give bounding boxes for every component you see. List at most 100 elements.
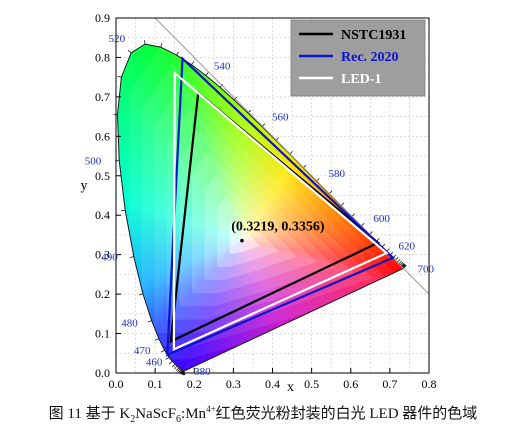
- y-tick-label: 0.5: [95, 169, 110, 183]
- fill-cell: [117, 298, 130, 312]
- locus-tick: [129, 256, 134, 258]
- locus-tick: [117, 75, 122, 78]
- locus-tick: [143, 40, 146, 45]
- fill-cell: [356, 303, 382, 315]
- fill-cell: [117, 281, 130, 295]
- fill-cell: [117, 275, 130, 288]
- fill-cell: [279, 330, 293, 345]
- caption-suffix: 红色荧光粉封装的白光 LED 器件的色域: [215, 406, 478, 422]
- wavelength-label: 520: [109, 33, 126, 45]
- fill-cell: [321, 315, 342, 329]
- locus-tick: [369, 231, 373, 235]
- fill-cell: [117, 110, 130, 133]
- fill-cell: [162, 359, 177, 372]
- locus-tick: [178, 369, 182, 373]
- fill-cell: [128, 287, 142, 300]
- fill-cell: [140, 237, 155, 245]
- caption-mid-2: :Mn: [181, 406, 207, 422]
- fill-cell: [143, 44, 157, 57]
- fill-cell: [128, 327, 142, 346]
- x-tick-label: 0.8: [422, 377, 437, 391]
- fill-cell: [117, 230, 130, 239]
- x-tick-label: 0.0: [109, 377, 124, 391]
- fill-cell: [140, 232, 155, 240]
- locus-tick: [205, 72, 209, 76]
- x-tick-label: 0.3: [226, 377, 241, 391]
- locus-tick: [155, 338, 160, 341]
- y-tick-label: 0.4: [95, 208, 110, 222]
- fill-cell: [117, 135, 130, 156]
- fill-cell: [151, 44, 165, 45]
- fill-cell: [304, 310, 324, 323]
- locus-tick: [395, 257, 399, 261]
- y-tick-label: 0.6: [95, 129, 110, 143]
- fill-cell: [391, 291, 404, 302]
- legend-label-2: Rec. 2020: [341, 50, 399, 65]
- fill-cell: [281, 318, 297, 332]
- wavelength-label: 470: [134, 345, 151, 357]
- fill-cell: [265, 334, 277, 349]
- wavelength-label: 460: [146, 356, 163, 368]
- fill-cell: [117, 256, 130, 267]
- locus-tick: [401, 263, 405, 267]
- fill-cell: [382, 294, 404, 305]
- caption-sub-2: 6: [176, 414, 182, 425]
- fill-cell: [312, 318, 332, 332]
- fill-cell: [366, 288, 394, 299]
- y-tick-label: 0.2: [95, 287, 110, 301]
- x-tick-label: 0.1: [148, 377, 163, 391]
- fill-cell: [117, 353, 130, 372]
- fill-cell: [351, 293, 377, 305]
- locus-tick: [138, 293, 143, 296]
- fill-cell: [330, 312, 352, 325]
- fill-cell: [374, 297, 401, 309]
- locus-tick: [400, 262, 405, 267]
- x-tick-label: 0.4: [265, 377, 280, 391]
- cie-chromaticity-chart: 0.0 0.1 0.2 0.3 0.4 0.5 0.6 0.7 0.8 0.0 0.1 0.2 0.3 0…: [81, 11, 437, 395]
- white-point-marker: [240, 238, 244, 243]
- gamut-triangles: [166, 56, 395, 357]
- fill-cell: [272, 332, 285, 347]
- caption-sup-1: 4+: [206, 404, 216, 414]
- locus-tick: [176, 367, 180, 371]
- caption-sub-1: 2: [130, 414, 136, 425]
- annotations: (0.3219, 0.3356): [231, 220, 325, 243]
- fill-cell: [258, 336, 270, 352]
- fill-cell: [365, 300, 391, 312]
- x-tick-label: 0.7: [382, 377, 397, 391]
- locus-tick: [397, 259, 401, 263]
- fill-cell: [129, 359, 147, 372]
- fill-cell: [140, 44, 155, 61]
- fill-cell: [244, 340, 254, 356]
- fill-cell: [382, 282, 404, 293]
- fill-cell: [140, 328, 155, 348]
- fill-cell: [328, 301, 350, 314]
- locus-tick: [399, 261, 404, 266]
- fill-cell: [128, 282, 142, 295]
- wavelength-label: 600: [373, 213, 390, 225]
- locus-tick: [169, 360, 173, 365]
- fill-cell: [335, 299, 359, 311]
- legend-label-3: LED-1: [341, 72, 381, 87]
- fill-cell: [117, 348, 130, 369]
- fill-cell: [128, 300, 142, 315]
- wavelength-label: 560: [272, 112, 289, 124]
- fill-cell: [154, 44, 170, 46]
- fill-cell: [389, 281, 404, 290]
- fill-cell: [286, 327, 303, 342]
- wavelength-label: 480: [121, 318, 138, 330]
- fill-cell: [374, 285, 403, 296]
- y-tick-label: 0.0: [95, 366, 110, 380]
- wavelength-label: 580: [329, 168, 346, 180]
- locus-tick: [361, 222, 365, 227]
- fill-cell: [117, 127, 130, 148]
- y-tick-label: 0.3: [95, 248, 110, 262]
- caption-mid-1: NaScF: [135, 406, 177, 422]
- chart-svg: 0.0 0.1 0.2 0.3 0.4 0.5 0.6 0.7 0.8 0.0 0.1 0.2 0.3 0…: [81, 11, 437, 395]
- fill-cell: [124, 359, 143, 372]
- wavelength-label: 620: [399, 240, 416, 252]
- figure-caption: 图 11 基于 K2NaScF6:Mn4+红色荧光粉封装的白光 LED 器件的色…: [0, 402, 526, 425]
- x-tick-label: 0.2: [187, 377, 202, 391]
- fill-cell: [295, 324, 313, 339]
